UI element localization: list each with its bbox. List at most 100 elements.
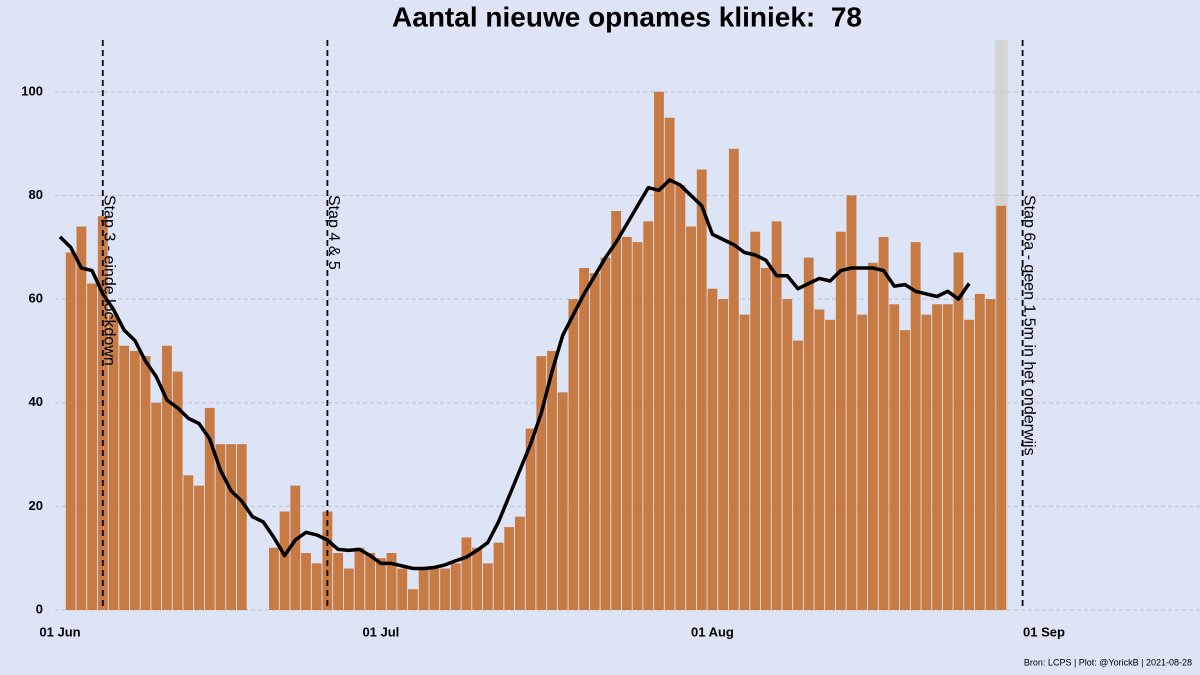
bar [354,547,365,610]
bar [183,475,194,610]
x-tick-label: 01 Jun [39,624,80,639]
bar [536,356,547,610]
bar [643,221,654,610]
bar [696,169,707,610]
bar [472,547,483,610]
x-tick-label: 01 Jul [362,624,399,639]
bar [365,553,376,610]
bar [215,444,226,610]
bar [611,211,622,610]
y-tick-label: 100 [21,83,43,98]
y-tick-label: 40 [29,394,43,409]
bar [675,185,686,610]
bar [204,407,215,610]
bar [525,428,536,610]
bar [482,563,493,610]
bar [974,293,985,610]
bar [718,299,729,610]
bar [889,304,900,610]
bar [65,252,76,611]
bar [119,345,130,610]
bar [760,268,771,610]
bar [311,563,322,610]
bar [236,444,247,610]
bar [140,356,151,610]
y-tick-label: 0 [36,601,43,616]
bar [803,257,814,610]
bar [964,319,975,610]
bar [429,568,440,610]
bar [87,283,98,610]
bar [162,345,172,610]
bar [493,542,504,610]
bar [589,273,600,610]
bar [301,553,311,610]
bar [857,314,868,610]
annotation-label: Stap 3 - einde lockdown [101,195,118,366]
bar [461,537,472,610]
bar [900,330,910,610]
bar [343,568,354,610]
bar [151,402,162,610]
bar [932,304,942,610]
bar [739,314,750,610]
bar [333,553,344,610]
bar [632,242,643,610]
y-tick-label: 20 [29,498,43,513]
bar [953,252,964,611]
x-tick-label: 01 Sep [1023,624,1065,639]
bar [985,299,996,610]
bar [771,221,782,610]
bar [504,527,515,610]
bar [846,195,857,611]
bar [172,371,183,610]
bar [996,205,1007,610]
bar [728,148,739,610]
bar [279,511,290,610]
bar [440,568,450,610]
bar [194,485,204,610]
bar [76,226,87,610]
bar [878,236,889,610]
bar [825,319,836,610]
bar [386,553,397,610]
bar [108,314,119,610]
bar [547,350,557,610]
bar [129,350,140,610]
chart-title: Aantal nieuwe opnames kliniek: 78 [392,1,862,32]
bar [782,299,793,610]
bar [921,314,932,610]
bar [557,392,568,610]
bar [664,117,675,611]
bar [600,257,611,610]
bar [654,91,664,611]
bar [418,568,429,610]
bar [942,304,953,610]
bar [408,589,418,610]
footer: Bron: LCPS | Plot: @YorickB | 2021-08-28 [1024,657,1192,667]
bar [450,563,461,610]
bar [910,242,921,610]
x-tick-label: 01 Aug [691,624,734,639]
bar [226,444,237,610]
bar [375,558,386,610]
annotation-label: Stap 6a - geen 1,5m in het onderwijs [1020,195,1037,456]
bar [867,262,878,610]
bar [686,226,696,610]
bar [835,231,846,610]
moving-average-line [58,178,971,571]
bar [579,268,590,610]
bar [514,516,525,610]
bar [397,568,408,610]
bar [621,236,632,610]
bar [793,340,803,610]
bar [814,309,825,610]
bar [268,547,279,610]
bar [750,231,761,610]
annotation-label: Stap 4 & 5 [325,195,342,270]
y-tick-label: 80 [29,187,43,202]
y-tick-label: 60 [29,291,43,306]
bar [290,485,301,610]
